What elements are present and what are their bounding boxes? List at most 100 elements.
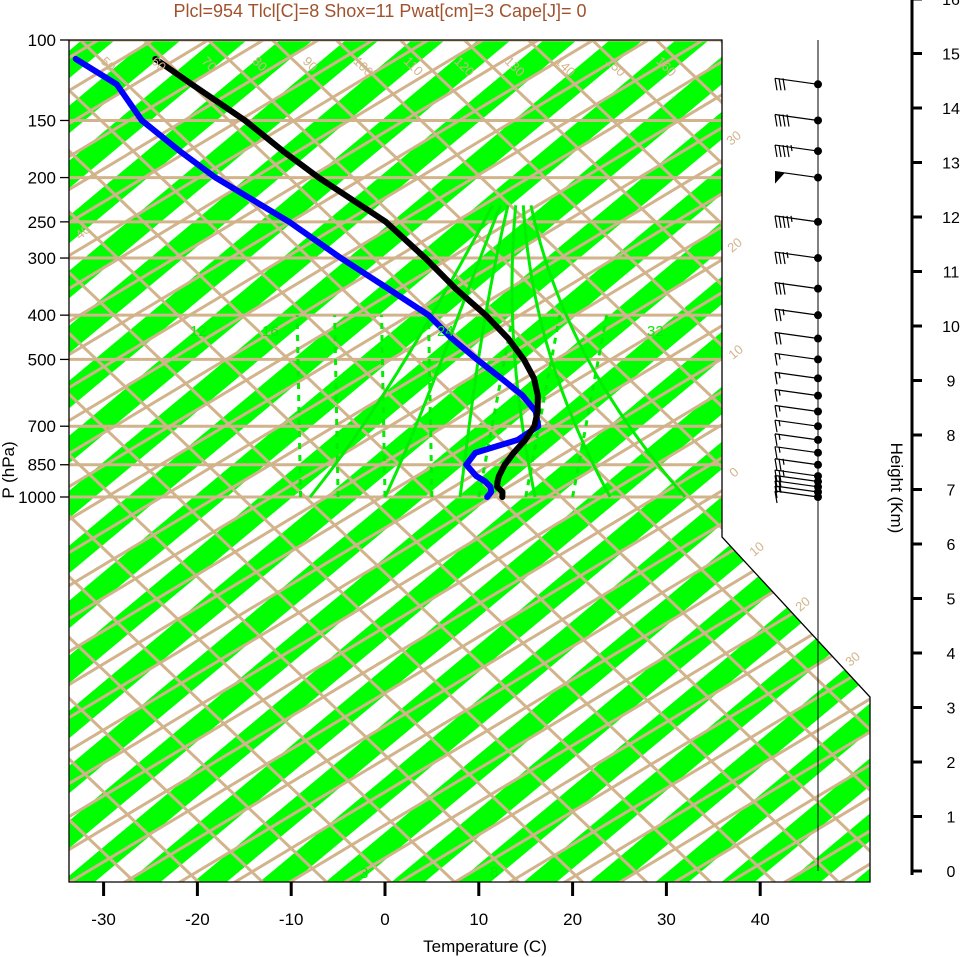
dry-adiabat-line xyxy=(506,40,870,882)
chart-title: Plcl=954 Tlcl[C]=8 Shox=11 Pwat[cm]=3 Ca… xyxy=(173,1,586,21)
wind-barb xyxy=(774,331,822,345)
height-tick-label: 16 xyxy=(942,0,960,9)
dry-adiabat-line xyxy=(442,40,870,882)
wind-barb xyxy=(774,433,822,447)
pressure-tick-label: 150 xyxy=(28,111,56,130)
pressure-tick-label: 250 xyxy=(28,213,56,232)
pressure-tick-label: 200 xyxy=(28,169,56,188)
wind-barb xyxy=(774,144,822,158)
dry-adiabat-line xyxy=(69,40,742,882)
height-tick-label: 8 xyxy=(947,428,956,445)
isotherm-band xyxy=(69,40,517,882)
dry-adiabat-line xyxy=(956,0,961,910)
isotherm-line xyxy=(204,40,870,882)
height-tick-label: 7 xyxy=(947,483,956,500)
isotherm-line xyxy=(369,40,870,882)
isotherm-line xyxy=(259,40,870,882)
dry-adiabat-line xyxy=(69,40,870,882)
isotherm-line xyxy=(69,40,551,882)
y-axis-label: P (hPa) xyxy=(0,441,18,498)
isotherm-line xyxy=(69,40,496,882)
wind-barb xyxy=(774,458,822,471)
isotherm-line xyxy=(69,40,826,882)
moist-adiabat xyxy=(458,204,510,498)
height-tick-label: 1 xyxy=(947,810,956,827)
isotherm-line xyxy=(314,40,870,882)
wind-barb xyxy=(774,446,822,459)
isotherm-band xyxy=(364,40,870,882)
mixing-ratio-label: 3 xyxy=(360,865,368,882)
wind-barb xyxy=(774,352,822,366)
height-tick-label: 5 xyxy=(947,592,956,609)
isotherm-band xyxy=(298,40,870,882)
height-tick-label: 10 xyxy=(942,319,960,336)
wind-barb xyxy=(774,404,822,418)
height-tick-label: 9 xyxy=(947,374,956,391)
height-tick-label: 11 xyxy=(943,265,960,282)
isotherm-line xyxy=(69,40,771,882)
dry-adiabat-line xyxy=(69,40,294,882)
moist-adiabat-label: 32 xyxy=(647,323,664,340)
wind-barb xyxy=(774,215,822,228)
isotherm-line xyxy=(754,40,870,882)
isotherm-band xyxy=(69,40,781,882)
wind-barb xyxy=(774,389,822,402)
pressure-tick-label: 300 xyxy=(28,249,56,268)
moist-adiabat xyxy=(383,204,502,498)
temperature-tick-label: 10 xyxy=(469,910,488,929)
isotherm-line xyxy=(589,40,870,882)
temperature-tick-label: -30 xyxy=(91,910,116,929)
dry-adiabat-line xyxy=(69,40,870,882)
wind-barb xyxy=(774,77,822,91)
isotherm-line xyxy=(809,40,870,882)
isotherm-band xyxy=(166,40,870,882)
dry-adiabat-line xyxy=(69,40,614,882)
height-tick-label: 14 xyxy=(942,101,960,118)
height-tick-label: 0 xyxy=(947,864,956,881)
moist-adiabat xyxy=(521,205,612,498)
wind-barb xyxy=(774,113,822,127)
pressure-tick-label: 1000 xyxy=(18,488,56,507)
pressure-tick-label: 700 xyxy=(28,417,56,436)
dry-adiabat-line xyxy=(69,40,550,882)
isotherm-line xyxy=(69,40,870,882)
height-tick-label: 2 xyxy=(947,755,956,772)
isotherm-line xyxy=(69,40,870,882)
height-tick-label: 15 xyxy=(942,47,960,64)
temperature-tick-label: 20 xyxy=(563,910,582,929)
isotherm-line xyxy=(69,40,870,882)
moist-adiabat-label: 24 xyxy=(437,323,454,340)
wind-barb xyxy=(774,419,822,433)
isotherm-line xyxy=(69,40,606,882)
isotherm-line xyxy=(69,40,870,882)
isotherm-line xyxy=(479,40,870,882)
height-tick-label: 3 xyxy=(947,701,956,718)
mixing-ratio-label: 8 xyxy=(490,864,498,881)
temperature-tick-label: 40 xyxy=(751,910,770,929)
dry-adiabat-label: 20 xyxy=(724,235,745,256)
x-axis-label: Temperature (C) xyxy=(423,937,547,956)
dry-adiabat-label: 0 xyxy=(726,464,741,480)
dry-adiabat-line xyxy=(69,40,486,882)
temperature-tick-label: 30 xyxy=(657,910,676,929)
wind-barb xyxy=(774,282,822,295)
isotherm-line xyxy=(149,40,870,882)
dry-adiabat-line xyxy=(69,40,678,882)
pressure-tick-label: 850 xyxy=(28,456,56,475)
wind-barb xyxy=(774,469,822,483)
isotherm-line xyxy=(69,40,870,882)
dry-adiabat-line xyxy=(122,40,870,882)
temperature-profile-line xyxy=(152,55,541,500)
isotherm-line xyxy=(69,40,386,882)
dry-adiabat-label: 30 xyxy=(723,128,744,149)
dry-adiabat-line xyxy=(69,40,358,882)
isotherm-line xyxy=(424,40,870,882)
dry-adiabat-line xyxy=(186,40,870,882)
moist-adiabat-label: 12 xyxy=(190,323,207,340)
isotherm-band xyxy=(232,40,870,882)
height-tick-label: 4 xyxy=(947,646,956,663)
wind-barb xyxy=(774,308,822,322)
pressure-tick-label: 500 xyxy=(28,350,56,369)
wind-barb xyxy=(774,251,822,265)
